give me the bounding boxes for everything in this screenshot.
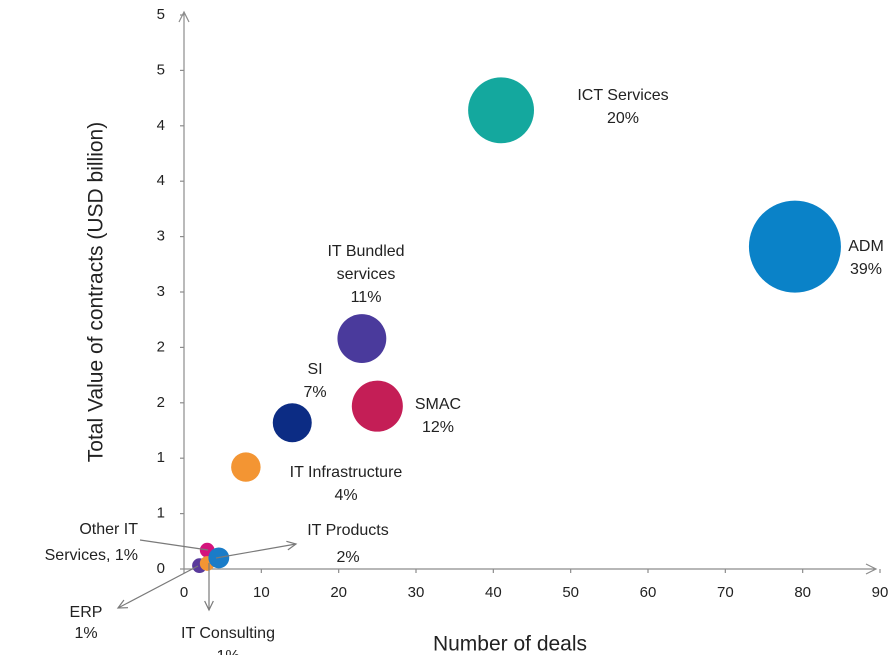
point-name: IT Products	[307, 522, 389, 539]
y-tick-label: 4	[157, 172, 165, 189]
bubble	[272, 403, 312, 443]
x-tick-label: 10	[253, 584, 270, 601]
y-tick-label: 2	[157, 338, 165, 355]
point-value-label: 1%	[74, 625, 97, 642]
x-tick-label: 20	[330, 584, 347, 601]
pointer-head	[116, 599, 129, 609]
point-name: ERP	[70, 604, 103, 621]
point-value-label: 20%	[607, 110, 639, 127]
y-tick-label: 3	[157, 283, 165, 300]
pointer-head	[204, 600, 214, 612]
y-tick-label: 5	[157, 61, 165, 78]
x-tick-label: 30	[408, 584, 425, 601]
point-value-label: 39%	[850, 261, 882, 278]
point-name: services	[337, 266, 396, 283]
x-tick-label: 70	[717, 584, 734, 601]
x-tick-label: 0	[180, 584, 188, 601]
x-axis-title: Number of deals	[433, 633, 587, 655]
point-name: IT Bundled	[327, 243, 404, 260]
y-tick-label: 2	[157, 394, 165, 411]
x-tick-label: 40	[485, 584, 502, 601]
y-axis-title: Total Value of contracts (USD billion)	[85, 122, 108, 462]
x-tick-label: 90	[872, 584, 889, 601]
bubble	[231, 452, 261, 482]
point-name: ADM	[848, 238, 884, 255]
point-value-label: 7%	[303, 384, 326, 401]
point-label: Services, 1%	[45, 547, 138, 564]
point-name: Services,	[45, 547, 111, 564]
bubble	[351, 380, 403, 432]
point-value-label: 1%	[216, 648, 239, 655]
bubble	[468, 77, 535, 144]
pointer-line	[215, 543, 297, 559]
y-tick-label: 4	[157, 117, 165, 134]
point-value-label: 12%	[422, 419, 454, 436]
point-name: SMAC	[415, 396, 461, 413]
y-tick-label: 0	[157, 560, 165, 577]
pointer-line	[139, 539, 209, 551]
point-name: SI	[307, 361, 322, 378]
point-value-label: 2%	[336, 549, 359, 566]
point-name: IT Consulting	[181, 625, 275, 642]
x-tick-label: 50	[562, 584, 579, 601]
y-tick-label: 3	[157, 228, 165, 245]
x-axis	[184, 563, 878, 575]
point-value-label: 4%	[334, 487, 357, 504]
x-tick-label: 80	[794, 584, 811, 601]
point-value-label: 11%	[351, 289, 382, 306]
x-tick-label: 60	[640, 584, 657, 601]
y-tick-label: 1	[157, 449, 165, 466]
point-value-label: 1%	[115, 547, 138, 564]
y-tick-label: 1	[157, 505, 165, 522]
pointer-line	[117, 565, 199, 609]
y-axis	[178, 10, 190, 569]
point-name: IT Infrastructure	[290, 464, 403, 481]
bubble	[337, 314, 387, 363]
point-name: ICT Services	[577, 87, 668, 104]
y-tick-label: 5	[157, 6, 165, 23]
point-name: Other IT	[79, 521, 138, 538]
bubble	[748, 200, 841, 293]
pointer-head	[286, 540, 298, 551]
